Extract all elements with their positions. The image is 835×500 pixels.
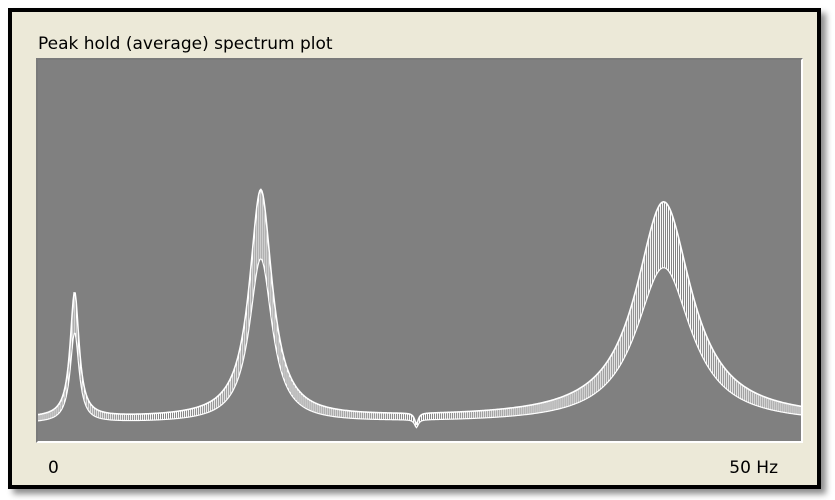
spectrum-series xyxy=(38,188,801,429)
spectrum-plot-area xyxy=(36,58,803,443)
average-trace xyxy=(38,258,801,429)
x-axis-max-label: 50 Hz xyxy=(729,458,778,478)
spectrum-chart xyxy=(38,188,801,429)
spectrum-panel: Peak hold (average) spectrum plot 0 50 H… xyxy=(8,8,821,489)
plot-title: Peak hold (average) spectrum plot xyxy=(38,34,333,54)
peak-hold-envelope xyxy=(38,189,801,427)
x-axis-min-label: 0 xyxy=(48,458,59,478)
